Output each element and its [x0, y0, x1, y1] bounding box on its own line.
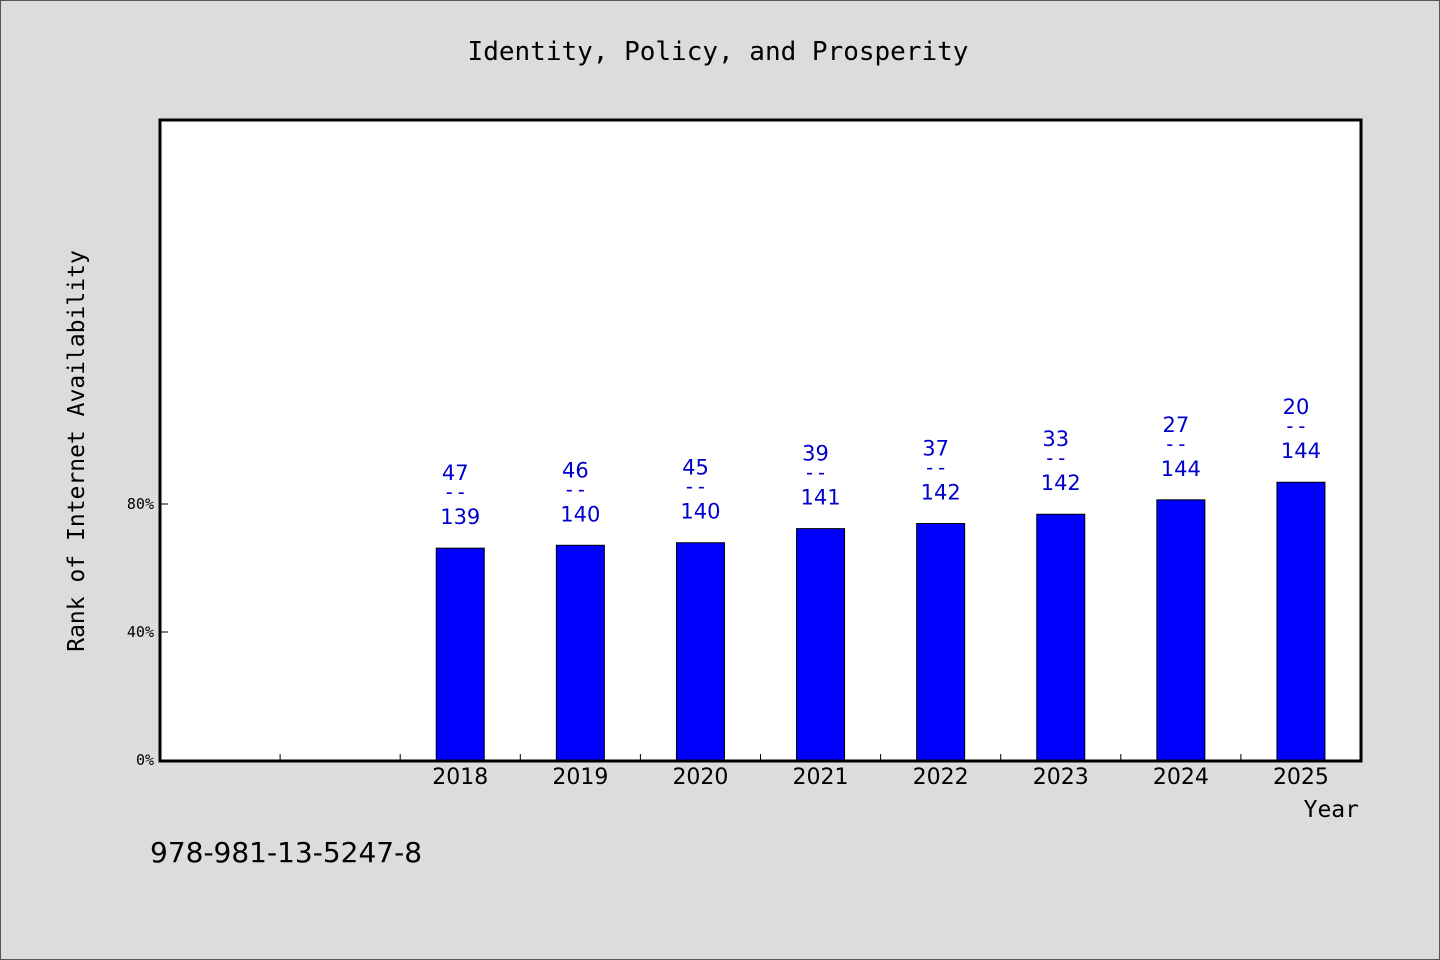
- bar-2022: [916, 523, 966, 761]
- x-axis: 2018 2019 2020 2021 2022 2023 2024 2025: [279, 754, 1329, 790]
- bar-label-separator: --: [443, 480, 467, 504]
- x-tick-label: 2021: [793, 765, 849, 790]
- bar-2020: [675, 542, 725, 761]
- bar-label-rank: 37: [922, 437, 949, 461]
- bar-label-rank: 33: [1042, 427, 1069, 451]
- bar-label-total: 139: [440, 505, 480, 529]
- bar-label-total: 142: [921, 481, 961, 505]
- bar-label-rank: 39: [802, 442, 829, 466]
- bar-2018: [435, 547, 485, 761]
- x-tick-label: 2022: [913, 765, 969, 790]
- y-tick-label: 40%: [127, 623, 154, 641]
- bars-group: [435, 481, 1326, 761]
- x-tick-label: 2020: [672, 765, 728, 790]
- bar-labels-group: 47--13946--14045--14039--14137--14233--1…: [440, 395, 1321, 529]
- y-tick-label: 80%: [127, 495, 154, 513]
- bar-label-separator: --: [1284, 414, 1308, 438]
- bar-label-total: 142: [1041, 471, 1081, 495]
- bar-2024: [1156, 499, 1206, 761]
- bar-label-total: 141: [801, 486, 841, 510]
- y-axis-label: Rank of Internet Availability: [64, 250, 90, 652]
- x-tick-label: 2024: [1153, 765, 1209, 790]
- bar-2023: [1036, 513, 1086, 761]
- bar-label-rank: 47: [442, 461, 469, 485]
- x-tick-label: 2018: [432, 765, 488, 790]
- bar-2025: [1276, 481, 1326, 761]
- bar-label-total: 144: [1281, 439, 1321, 463]
- bar-label-rank: 46: [562, 458, 589, 482]
- bar-label-separator: --: [683, 475, 707, 499]
- x-axis-label: Year: [1304, 797, 1359, 823]
- y-axis: 0% 40% 80%: [127, 495, 168, 769]
- bar-label-separator: --: [924, 456, 948, 480]
- bar-label-rank: 27: [1162, 413, 1189, 437]
- bar-label-separator: --: [563, 477, 587, 501]
- chart-title: Identity, Policy, and Prosperity: [468, 37, 969, 67]
- bar-label-rank: 45: [682, 456, 709, 480]
- bar-2019: [555, 544, 605, 761]
- bar-label-separator: --: [1164, 432, 1188, 456]
- isbn-text: 978-981-13-5247-8: [150, 836, 423, 869]
- bar-label-separator: --: [804, 461, 828, 485]
- y-tick-label: 0%: [136, 751, 154, 769]
- bar-2021: [796, 528, 846, 761]
- x-tick-label: 2025: [1273, 765, 1329, 790]
- bar-label-rank: 20: [1283, 395, 1310, 419]
- x-tick-label: 2023: [1033, 765, 1089, 790]
- x-tick-label: 2019: [552, 765, 608, 790]
- bar-label-total: 140: [560, 502, 600, 526]
- bar-label-separator: --: [1044, 446, 1068, 470]
- bar-label-total: 144: [1161, 457, 1201, 481]
- bar-label-total: 140: [680, 500, 720, 524]
